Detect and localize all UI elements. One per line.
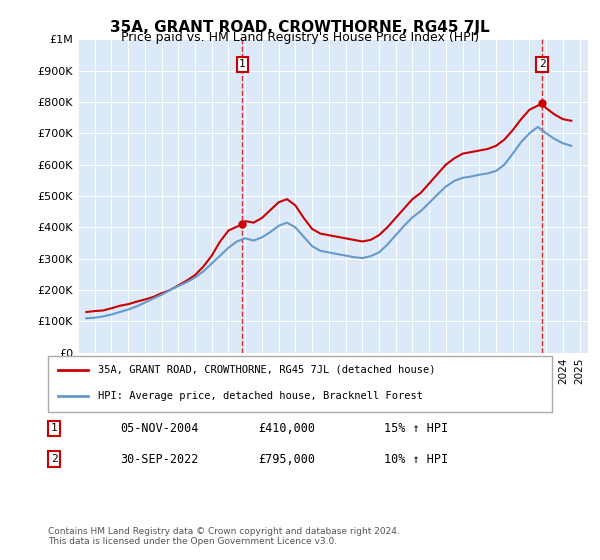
Text: Contains HM Land Registry data © Crown copyright and database right 2024.
This d: Contains HM Land Registry data © Crown c… (48, 526, 400, 546)
Text: HPI: Average price, detached house, Bracknell Forest: HPI: Average price, detached house, Brac… (98, 391, 424, 401)
Text: 10% ↑ HPI: 10% ↑ HPI (384, 452, 448, 466)
Text: 05-NOV-2004: 05-NOV-2004 (120, 422, 199, 435)
Text: 1: 1 (50, 423, 58, 433)
Text: 2: 2 (50, 454, 58, 464)
Text: 2: 2 (539, 59, 545, 69)
Text: 35A, GRANT ROAD, CROWTHORNE, RG45 7JL (detached house): 35A, GRANT ROAD, CROWTHORNE, RG45 7JL (d… (98, 365, 436, 375)
Text: 35A, GRANT ROAD, CROWTHORNE, RG45 7JL: 35A, GRANT ROAD, CROWTHORNE, RG45 7JL (110, 20, 490, 35)
Text: £410,000: £410,000 (258, 422, 315, 435)
FancyBboxPatch shape (48, 356, 552, 412)
Text: Price paid vs. HM Land Registry's House Price Index (HPI): Price paid vs. HM Land Registry's House … (121, 31, 479, 44)
Text: 1: 1 (239, 59, 246, 69)
Text: 15% ↑ HPI: 15% ↑ HPI (384, 422, 448, 435)
Text: 30-SEP-2022: 30-SEP-2022 (120, 452, 199, 466)
Text: £795,000: £795,000 (258, 452, 315, 466)
